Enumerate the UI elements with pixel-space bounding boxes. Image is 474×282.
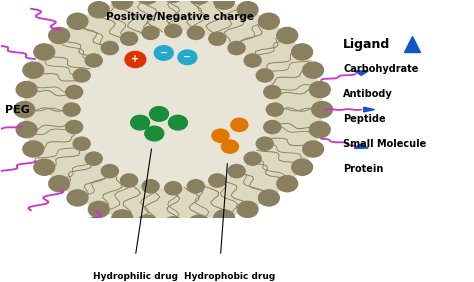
Ellipse shape — [168, 115, 187, 130]
Text: Peptide: Peptide — [343, 114, 386, 124]
Ellipse shape — [137, 215, 158, 231]
Text: Positive/Negative charge: Positive/Negative charge — [106, 12, 254, 22]
Ellipse shape — [65, 85, 82, 99]
Text: Hydrophilic drug: Hydrophilic drug — [93, 272, 178, 281]
Ellipse shape — [67, 190, 88, 206]
Text: Antibody: Antibody — [343, 89, 393, 99]
Text: Carbohydrate: Carbohydrate — [343, 64, 419, 74]
Ellipse shape — [67, 13, 88, 29]
Polygon shape — [364, 107, 374, 112]
Ellipse shape — [131, 115, 150, 130]
Ellipse shape — [120, 174, 137, 187]
Ellipse shape — [264, 120, 281, 134]
Ellipse shape — [244, 152, 261, 165]
Ellipse shape — [310, 81, 330, 98]
Polygon shape — [354, 144, 368, 148]
Ellipse shape — [24, 0, 322, 225]
Ellipse shape — [23, 141, 44, 157]
Ellipse shape — [178, 50, 197, 65]
Ellipse shape — [256, 69, 273, 82]
Ellipse shape — [85, 152, 102, 165]
Ellipse shape — [142, 180, 159, 193]
Ellipse shape — [73, 137, 90, 150]
Ellipse shape — [256, 137, 273, 150]
Ellipse shape — [187, 26, 204, 39]
Ellipse shape — [237, 201, 258, 217]
Ellipse shape — [277, 176, 298, 192]
Ellipse shape — [292, 44, 312, 60]
Ellipse shape — [65, 120, 82, 134]
Ellipse shape — [264, 85, 281, 99]
Ellipse shape — [155, 46, 173, 60]
Ellipse shape — [187, 180, 204, 193]
Ellipse shape — [14, 102, 35, 118]
Ellipse shape — [23, 62, 44, 78]
Ellipse shape — [312, 102, 332, 118]
Ellipse shape — [142, 26, 159, 39]
Ellipse shape — [209, 174, 226, 187]
Text: Protein: Protein — [343, 164, 384, 175]
Text: −: − — [183, 52, 191, 62]
Ellipse shape — [72, 31, 275, 188]
Ellipse shape — [163, 217, 183, 233]
Ellipse shape — [49, 27, 70, 43]
Ellipse shape — [137, 0, 158, 4]
Ellipse shape — [34, 44, 55, 60]
Ellipse shape — [228, 41, 245, 55]
Ellipse shape — [63, 103, 80, 116]
Text: Small Molecule: Small Molecule — [343, 139, 427, 149]
Ellipse shape — [125, 51, 146, 68]
Ellipse shape — [112, 0, 133, 9]
Ellipse shape — [189, 215, 210, 231]
Ellipse shape — [237, 2, 258, 18]
Ellipse shape — [292, 159, 312, 175]
Ellipse shape — [85, 54, 102, 67]
Ellipse shape — [112, 210, 133, 226]
Ellipse shape — [145, 126, 164, 141]
Ellipse shape — [258, 190, 279, 206]
Ellipse shape — [214, 210, 235, 226]
Polygon shape — [354, 71, 368, 75]
Ellipse shape — [101, 164, 118, 178]
Ellipse shape — [88, 2, 109, 18]
Text: Hydrophobic drug: Hydrophobic drug — [184, 272, 275, 281]
Ellipse shape — [164, 24, 182, 38]
Ellipse shape — [88, 201, 109, 217]
Text: PEG: PEG — [5, 105, 30, 114]
Ellipse shape — [164, 182, 182, 195]
Ellipse shape — [72, 31, 275, 188]
Ellipse shape — [221, 140, 238, 153]
Ellipse shape — [16, 81, 37, 98]
Text: −: − — [160, 48, 168, 58]
Text: Ligand: Ligand — [343, 38, 391, 51]
Ellipse shape — [277, 27, 298, 43]
Ellipse shape — [34, 159, 55, 175]
Ellipse shape — [120, 32, 137, 45]
Ellipse shape — [303, 62, 323, 78]
Ellipse shape — [266, 103, 283, 116]
Ellipse shape — [189, 0, 210, 4]
Ellipse shape — [214, 0, 235, 9]
Ellipse shape — [244, 54, 261, 67]
Ellipse shape — [209, 32, 226, 45]
Ellipse shape — [310, 122, 330, 138]
Ellipse shape — [258, 13, 279, 29]
Ellipse shape — [150, 107, 168, 121]
Text: +: + — [131, 54, 139, 65]
Ellipse shape — [16, 122, 37, 138]
Ellipse shape — [228, 164, 245, 178]
Ellipse shape — [163, 0, 183, 2]
Ellipse shape — [212, 129, 229, 142]
Ellipse shape — [231, 118, 248, 131]
Ellipse shape — [49, 176, 70, 192]
Ellipse shape — [73, 69, 90, 82]
Ellipse shape — [303, 141, 323, 157]
Ellipse shape — [101, 41, 118, 55]
